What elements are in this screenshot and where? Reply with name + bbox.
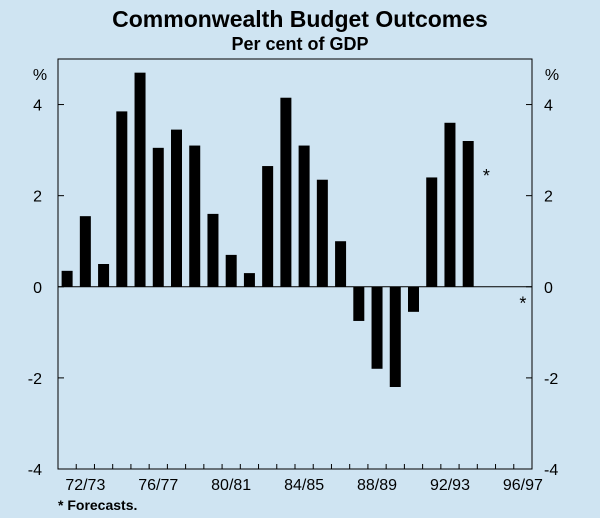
bar-79/80	[207, 213, 219, 287]
forecast-marker: *	[519, 293, 526, 313]
x-tick-label: 96/97	[503, 477, 543, 494]
y-tick-label-right: 0	[544, 280, 553, 297]
bar-88/89	[371, 286, 383, 369]
bar-71/72	[61, 270, 73, 287]
x-tick-label: 72/73	[65, 477, 105, 494]
y-unit-right: %	[545, 67, 559, 84]
bar-83/84	[280, 97, 292, 287]
y-tick-label-left: 2	[33, 189, 42, 206]
bar-73/74	[98, 264, 110, 287]
plot-frame	[57, 58, 533, 470]
y-tick-label-right: 4	[544, 98, 553, 115]
forecast-marker: *	[483, 166, 490, 186]
bar-86/87	[335, 241, 347, 287]
bar-80/81	[225, 254, 237, 287]
bar-72/73	[79, 216, 91, 287]
bar-84/85	[298, 145, 310, 287]
x-tick-label: 84/85	[284, 477, 324, 494]
y-tick-label-left: -2	[28, 371, 42, 388]
y-unit-left: %	[33, 67, 47, 84]
x-tick-label: 80/81	[211, 477, 251, 494]
y-tick-label-right: -2	[544, 371, 558, 388]
bar-75/76	[134, 72, 146, 287]
y-tick-label-left: 4	[33, 98, 42, 115]
chart-title: Commonwealth Budget Outcomes	[112, 6, 488, 32]
bar-74/75	[116, 111, 128, 287]
bar-81/82	[243, 273, 255, 287]
y-tick-label-right: 2	[544, 189, 553, 206]
x-tick-label: 88/89	[357, 477, 397, 494]
plot-area: -4 -4 -2 -2 0 0 2 2 4 4 72/73 76/77 80/81 84/85 88/89 9…	[28, 58, 558, 494]
bar-77/78	[171, 129, 182, 287]
x-tick-label: 76/77	[138, 477, 178, 494]
bar-87/88	[353, 286, 365, 321]
bar-90/91	[408, 286, 419, 312]
bar-78/79	[189, 145, 201, 287]
bar-76/77	[152, 147, 164, 287]
bar-92/93	[444, 122, 456, 287]
footnote: * Forecasts.	[58, 497, 137, 513]
bar-85/86	[316, 179, 328, 287]
y-tick-label-left: 0	[33, 280, 42, 297]
bar-82/83	[262, 166, 274, 287]
y-tick-label-left: -4	[28, 462, 42, 479]
y-tick-label-right: -4	[544, 462, 558, 479]
x-tick-label: 92/93	[430, 477, 470, 494]
bar-89/90	[389, 286, 401, 387]
bar-93/94	[462, 141, 474, 287]
chart-subtitle: Per cent of GDP	[231, 34, 368, 54]
bar-91/92	[426, 177, 438, 287]
